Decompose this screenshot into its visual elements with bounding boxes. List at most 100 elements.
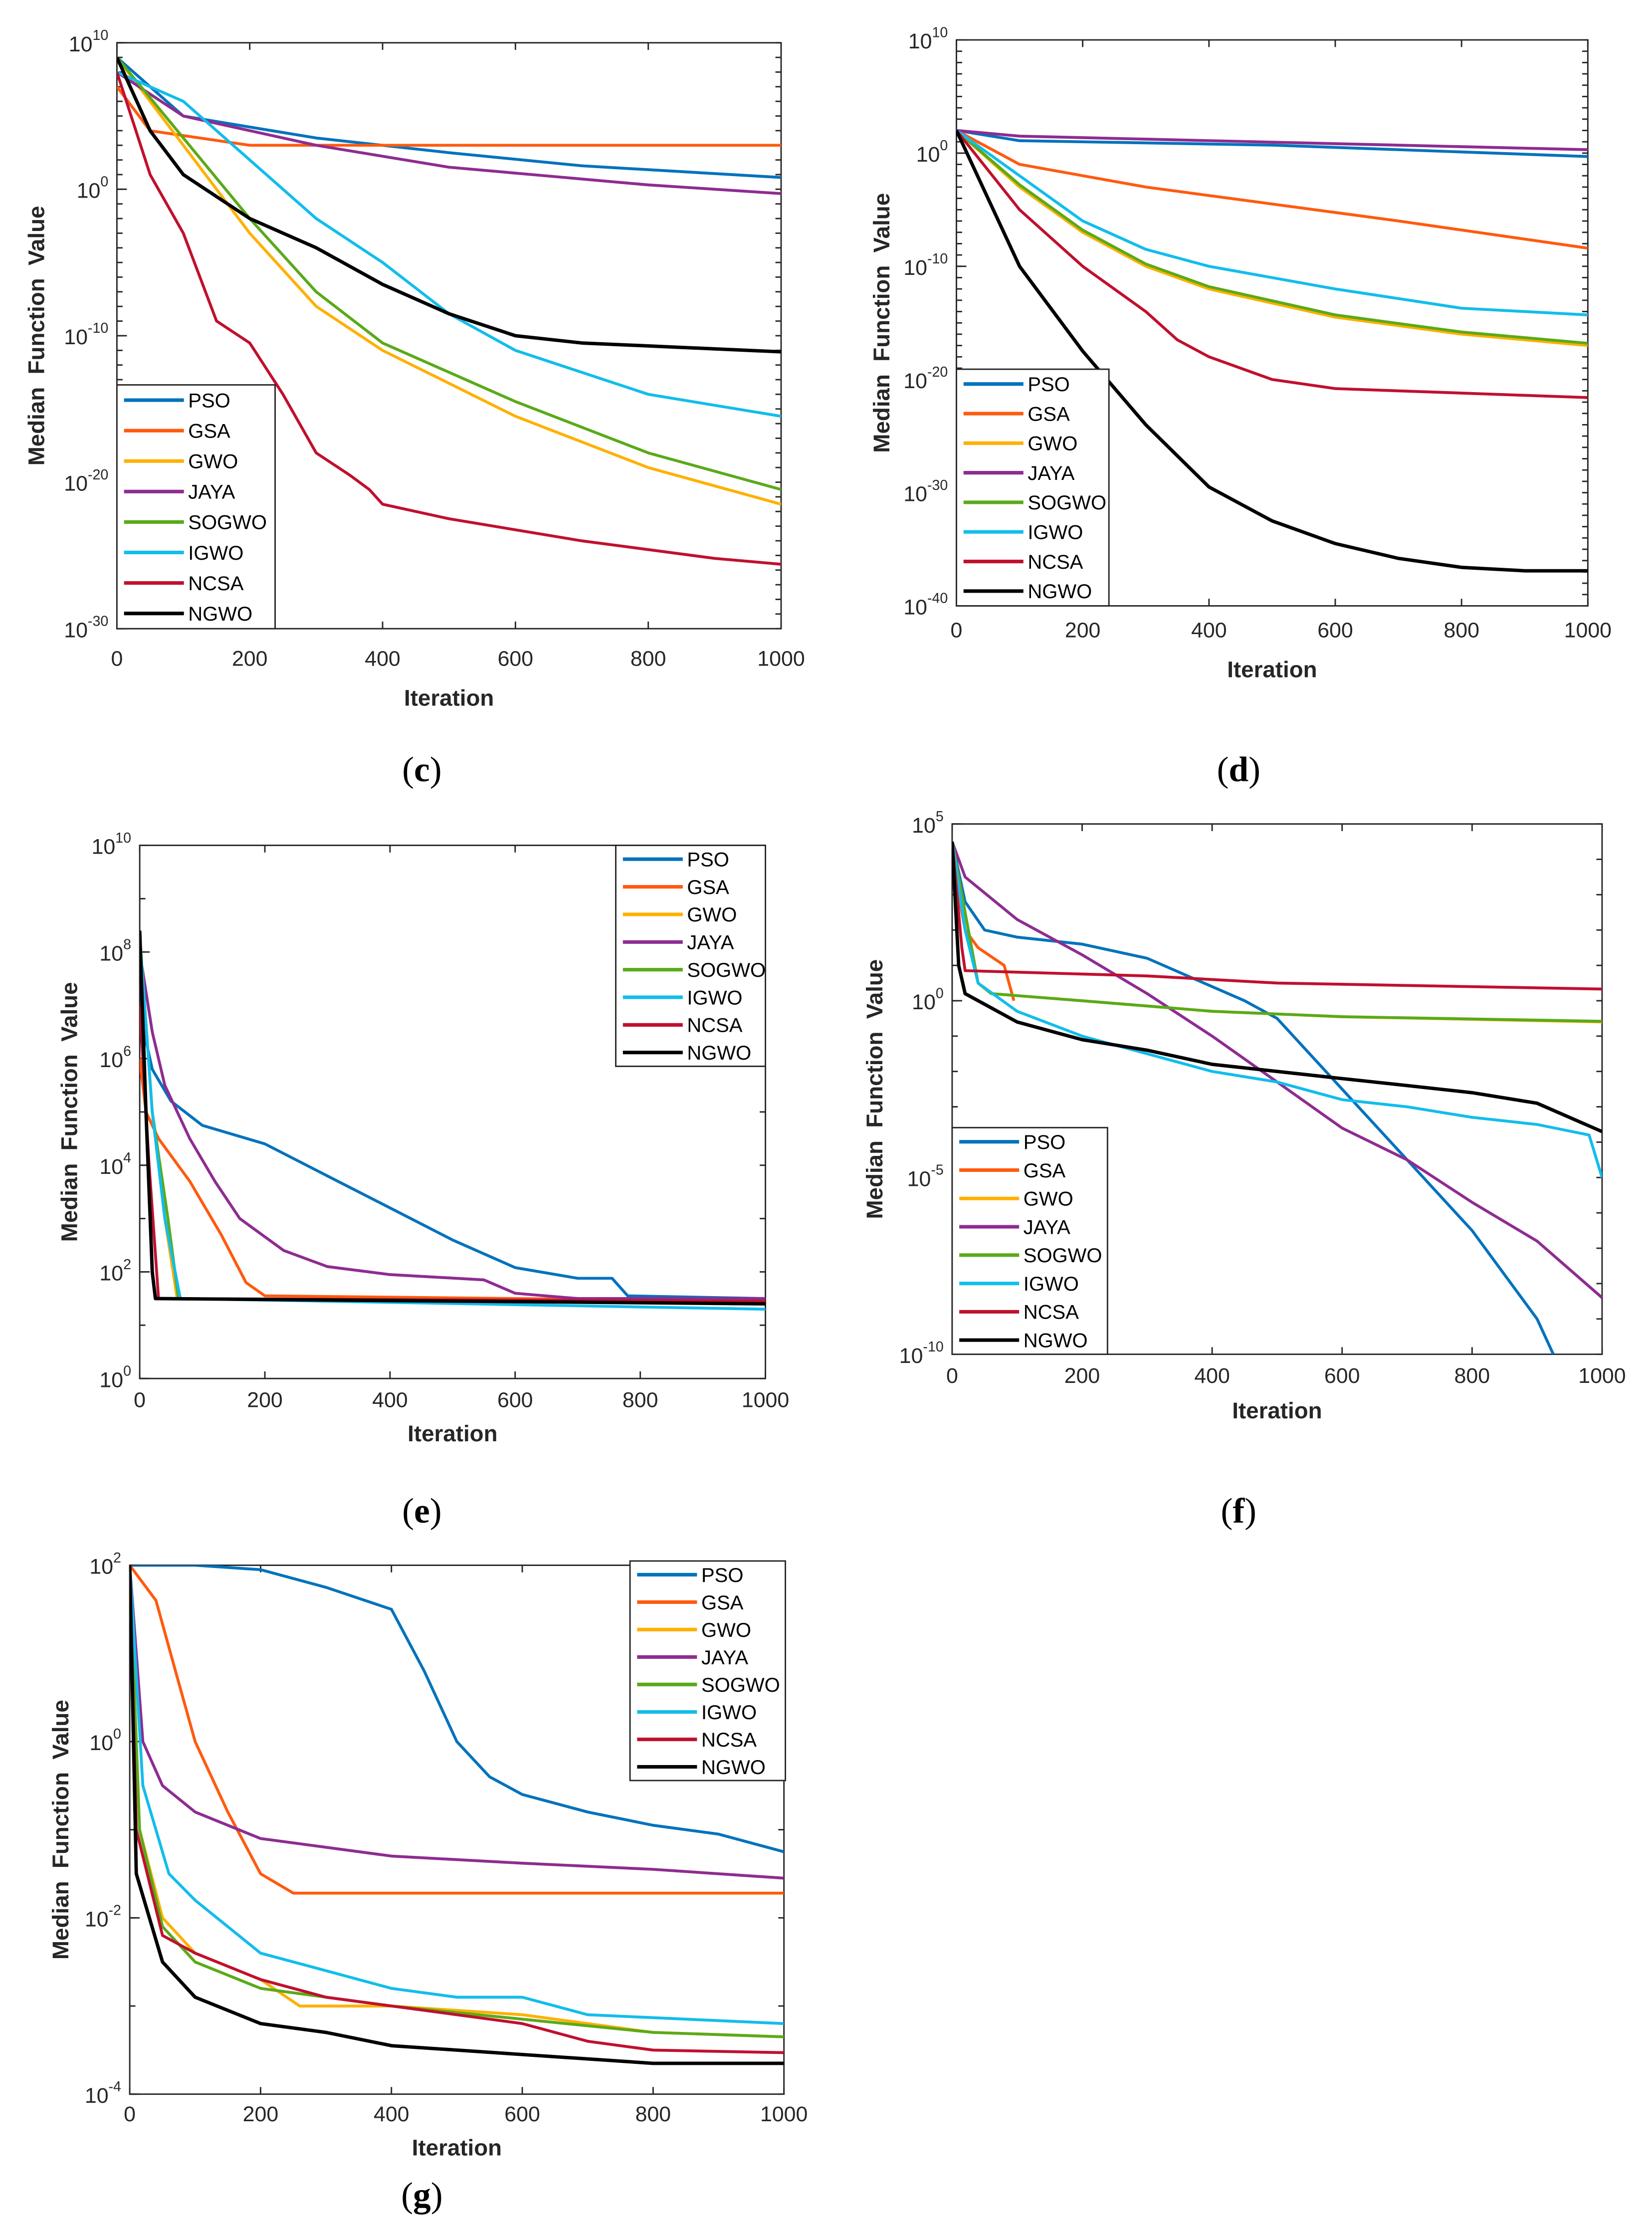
y-tick-exponent: 10 xyxy=(115,830,131,846)
y-tick-label: 100 xyxy=(77,174,109,203)
y-tick-exponent: 10 xyxy=(92,27,108,43)
x-tick-label: 0 xyxy=(946,1364,958,1388)
legend-label-igwo: IGWO xyxy=(701,1702,757,1724)
legend-label-gwo: GWO xyxy=(687,904,737,926)
x-tick-label: 200 xyxy=(247,1388,283,1412)
y-tick-label: 102 xyxy=(99,1257,131,1286)
y-tick-exponent: 10 xyxy=(932,24,948,40)
y-tick-base: 10 xyxy=(89,1555,113,1579)
series-line-ngwo xyxy=(117,56,781,354)
legend-label-igwo: IGWO xyxy=(1024,1273,1079,1295)
chart-panel-g: 0 200 400 600 800 100010-410-2100102PSOGSAGWO… xyxy=(48,1550,808,2215)
y-tick-label: 10-10 xyxy=(64,320,108,349)
series-line-pso xyxy=(140,936,766,1300)
series-line-pso xyxy=(952,841,1555,1354)
series-line-gwo xyxy=(117,56,781,506)
series-line-ngwo xyxy=(956,130,1588,573)
x-axis-label: Iteration xyxy=(1232,1398,1322,1423)
caption-letter: e xyxy=(414,1491,430,1531)
legend-label-ngwo: NGWO xyxy=(701,1757,766,1779)
y-tick-label: 10-30 xyxy=(903,477,948,506)
legend-box xyxy=(615,845,766,1067)
legend-label-igwo: IGWO xyxy=(687,987,742,1009)
legend-label-gsa: GSA xyxy=(1024,1160,1066,1182)
y-tick-base: 10 xyxy=(64,472,88,496)
series-line-igwo xyxy=(956,129,1588,317)
legend-label-ncsa: NCSA xyxy=(188,573,243,595)
legend-label-gsa: GSA xyxy=(1028,403,1070,425)
x-tick-label: 0 xyxy=(951,618,963,642)
y-tick-exponent: -4 xyxy=(109,2079,122,2095)
y-tick-label: 10-5 xyxy=(907,1162,944,1191)
y-tick-exponent: 4 xyxy=(123,1150,131,1166)
x-tick-label: 200 xyxy=(232,647,268,670)
chart-panel-c: 0 200 400 600 800 100010-3010-2010-101001010P… xyxy=(24,27,805,789)
x-axis-label: Iteration xyxy=(1227,657,1317,682)
y-tick-base: 10 xyxy=(903,596,927,620)
y-tick-label: 10-20 xyxy=(64,467,108,496)
x-tick-label: 600 xyxy=(497,1388,533,1412)
caption-letter: d xyxy=(1229,750,1248,789)
y-tick-label: 10-30 xyxy=(64,613,108,642)
legend-label-ncsa: NCSA xyxy=(1028,551,1083,573)
y-tick-exponent: -2 xyxy=(109,1903,121,1919)
y-tick-exponent: -10 xyxy=(927,251,948,267)
y-tick-exponent: 0 xyxy=(100,174,108,190)
series-line-ngwo xyxy=(952,841,1602,1133)
y-tick-base: 10 xyxy=(69,32,93,56)
y-tick-exponent: -40 xyxy=(927,591,948,607)
series-line-ncsa xyxy=(117,71,781,566)
y-tick-base: 10 xyxy=(99,1048,123,1072)
legend-label-gsa: GSA xyxy=(701,1592,744,1614)
y-tick-label: 10-40 xyxy=(903,591,948,620)
x-tick-label: 200 xyxy=(1065,618,1101,642)
series-line-jaya xyxy=(117,71,781,195)
legend-label-ngwo: NGWO xyxy=(1024,1330,1088,1352)
y-tick-label: 105 xyxy=(912,809,944,838)
y-tick-label: 100 xyxy=(99,1363,131,1392)
y-tick-label: 102 xyxy=(89,1550,121,1579)
series-line-sogwo xyxy=(956,129,1588,345)
x-tick-label: 1000 xyxy=(742,1388,789,1412)
y-tick-exponent: -30 xyxy=(88,613,108,629)
y-tick-exponent: -30 xyxy=(927,477,948,493)
legend-label-ncsa: NCSA xyxy=(1024,1302,1079,1324)
panel-caption: (d) xyxy=(1217,750,1260,789)
chart-panel-e: 0 200 400 600 800 10001001021041061081010PSOG… xyxy=(56,830,789,1531)
y-tick-base: 10 xyxy=(99,1368,123,1392)
y-axis-label: Median Function Value xyxy=(24,206,49,466)
series-line-ngwo xyxy=(140,930,766,1306)
x-tick-label: 800 xyxy=(622,1388,658,1412)
y-tick-base: 10 xyxy=(907,1167,931,1191)
y-axis-label: Median Function Value xyxy=(56,982,82,1242)
y-tick-base: 10 xyxy=(89,1731,113,1755)
series-line-gsa xyxy=(140,1058,766,1303)
legend-label-sogwo: SOGWO xyxy=(188,512,267,534)
legend-label-ngwo: NGWO xyxy=(687,1042,751,1064)
y-tick-base: 10 xyxy=(91,835,115,859)
legend-label-ncsa: NCSA xyxy=(701,1729,757,1751)
caption-paren: ) xyxy=(431,2175,443,2215)
series-line-pso xyxy=(130,1565,784,1853)
series-line-ncsa xyxy=(956,129,1588,399)
series-line-igwo xyxy=(130,1565,784,2025)
x-tick-label: 1000 xyxy=(760,2102,808,2126)
y-axis-label: Median Function Value xyxy=(48,1700,73,1960)
panel-caption: (f) xyxy=(1221,1491,1256,1531)
legend-label-jaya: JAYA xyxy=(1024,1216,1070,1238)
legend-label-pso: PSO xyxy=(687,849,729,871)
legend-label-igwo: IGWO xyxy=(1028,521,1083,543)
series-line-ngwo xyxy=(130,1565,784,2065)
y-tick-exponent: 0 xyxy=(113,1726,121,1742)
y-tick-base: 10 xyxy=(903,369,927,393)
legend-box xyxy=(116,384,276,630)
legend-label-jaya: JAYA xyxy=(1028,462,1074,484)
series-line-jaya xyxy=(130,1565,784,1880)
y-tick-base: 10 xyxy=(903,256,927,280)
caption-paren: ) xyxy=(430,750,442,789)
series-line-gsa xyxy=(956,129,1588,250)
y-tick-exponent: -10 xyxy=(923,1339,943,1355)
y-tick-label: 1010 xyxy=(69,27,108,56)
y-tick-base: 10 xyxy=(64,325,88,349)
x-tick-label: 0 xyxy=(134,1388,146,1412)
